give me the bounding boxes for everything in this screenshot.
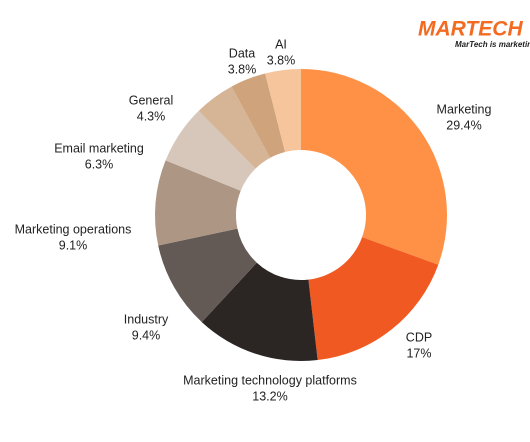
slice-value-label: 9.4% <box>132 328 161 342</box>
slice-value-label: 3.8% <box>267 53 296 67</box>
slice-label: Industry <box>124 312 169 326</box>
slice-value-label: 3.8% <box>228 62 257 76</box>
donut-slice <box>165 110 256 191</box>
logo-tagline: MarTech is marketing. <box>455 40 530 49</box>
slice-label: Email marketing <box>54 141 144 155</box>
slice-label: General <box>129 93 173 107</box>
logo-brand: MARTECH <box>418 18 523 41</box>
slice-label: Marketing technology platforms <box>183 373 357 387</box>
donut-slice <box>265 69 301 152</box>
donut-slice <box>155 160 241 246</box>
donut-slice <box>308 237 439 361</box>
donut-slice <box>301 69 448 265</box>
slice-label: Marketing operations <box>15 222 132 236</box>
slice-value-label: 17% <box>406 346 431 360</box>
donut-slice <box>201 262 318 361</box>
donut-slice <box>158 228 257 323</box>
slice-value-label: 29.4% <box>446 118 481 132</box>
slice-label: Marketing <box>437 102 492 116</box>
donut-slice <box>198 86 271 169</box>
slice-label: AI <box>275 37 287 51</box>
slice-value-label: 6.3% <box>85 157 114 171</box>
slice-value-label: 9.1% <box>59 238 88 252</box>
donut-slice <box>231 73 286 158</box>
slice-value-label: 4.3% <box>137 109 166 123</box>
slice-value-label: 13.2% <box>252 389 287 403</box>
slice-label: CDP <box>406 330 432 344</box>
slice-label: Data <box>229 46 255 60</box>
